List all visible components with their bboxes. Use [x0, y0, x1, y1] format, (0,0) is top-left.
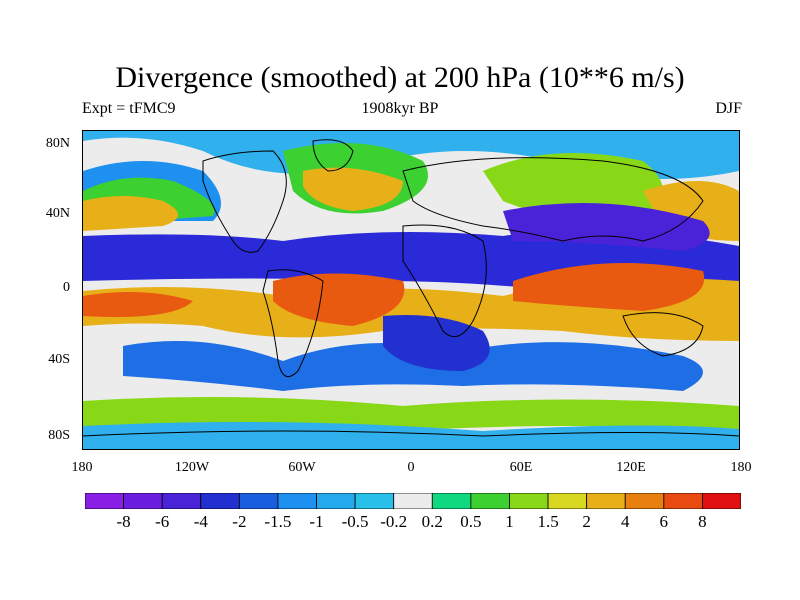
colorbar-swatch — [509, 493, 549, 509]
coast-north-america — [202, 150, 287, 253]
coastlines — [83, 139, 739, 437]
lat-label-40s: 40S — [48, 352, 70, 367]
colorbar-label: -6 — [155, 512, 170, 531]
colorbar-label: -4 — [193, 512, 208, 531]
colorbar-swatch — [277, 493, 317, 509]
lon-label-180e: 180 — [730, 460, 752, 475]
coast-antarctica — [83, 430, 739, 437]
field-warm-npacific — [83, 196, 178, 231]
lat-label-80s: 80S — [48, 428, 70, 443]
colorbar-label: 8 — [698, 512, 707, 531]
lon-label-120e: 120E — [616, 460, 646, 475]
lon-label-60w: 60W — [288, 460, 316, 475]
colorbar-swatch — [702, 493, 741, 509]
coast-greenland — [312, 139, 354, 172]
colorbar-label: -8 — [116, 512, 131, 531]
colorbar-label: 2 — [582, 512, 591, 531]
lat-label-80n: 80N — [45, 136, 70, 151]
coast-africa — [402, 224, 487, 338]
field-mid-neg-south — [123, 341, 703, 391]
colorbar-swatch — [316, 493, 356, 509]
colorbar — [85, 493, 741, 509]
period-label: 1908kyr BP — [361, 100, 439, 117]
colorbar-label: 1 — [505, 512, 514, 531]
field-hot-epacific — [83, 292, 193, 317]
colorbar-swatch — [238, 493, 279, 509]
colorbar-swatch — [85, 493, 124, 509]
colorbar-label: -0.2 — [380, 512, 408, 531]
colorbar-label: 4 — [620, 512, 630, 531]
season-label: DJF — [715, 100, 742, 117]
colorbar-label: -1.5 — [264, 512, 292, 531]
experiment-label: Expt = tFMC9 — [82, 100, 176, 117]
colorbar-swatch — [431, 493, 472, 509]
coast-australia — [622, 312, 704, 357]
field-strong-neg-south — [383, 315, 490, 371]
colorbar-swatch — [547, 493, 588, 509]
colorbar-swatch — [354, 493, 395, 509]
plot-title: Divergence (smoothed) at 200 hPa (10**6 … — [115, 61, 685, 94]
divergence-map — [82, 130, 740, 450]
field-hot-southamerica — [273, 273, 405, 326]
colorbar-label: 1.5 — [537, 512, 559, 531]
colorbar-swatch — [161, 493, 202, 509]
colorbar-label: -2 — [232, 512, 247, 531]
coast-south-america — [262, 269, 324, 378]
colorbar-swatch — [200, 493, 240, 509]
lat-label-0: 0 — [63, 280, 70, 295]
colorbar-swatch — [663, 493, 703, 509]
colorbar-label: 0.2 — [421, 512, 443, 531]
colorbar-swatch — [123, 493, 163, 509]
lat-label-40n: 40N — [45, 206, 70, 221]
field-warm-natlantic — [303, 167, 403, 211]
map-field — [83, 131, 739, 449]
lon-label-180w: 180 — [71, 460, 93, 475]
colorbar-label: -0.5 — [341, 512, 369, 531]
colorbar-swatch — [624, 493, 665, 509]
colorbar-swatch — [470, 493, 510, 509]
lon-label-60e: 60E — [509, 460, 533, 475]
field-hot-maritime — [513, 263, 705, 311]
coast-europe-asia — [402, 157, 704, 242]
colorbar-label: -1 — [309, 512, 324, 531]
field-weak-neg-antarctic — [83, 422, 739, 449]
lon-label-120w: 120W — [174, 460, 210, 475]
lon-label-0: 0 — [407, 460, 415, 475]
colorbar-label: 0.5 — [460, 512, 482, 531]
colorbar-swatch — [393, 493, 433, 509]
colorbar-swatch — [586, 493, 626, 509]
colorbar-label: 6 — [659, 512, 669, 531]
